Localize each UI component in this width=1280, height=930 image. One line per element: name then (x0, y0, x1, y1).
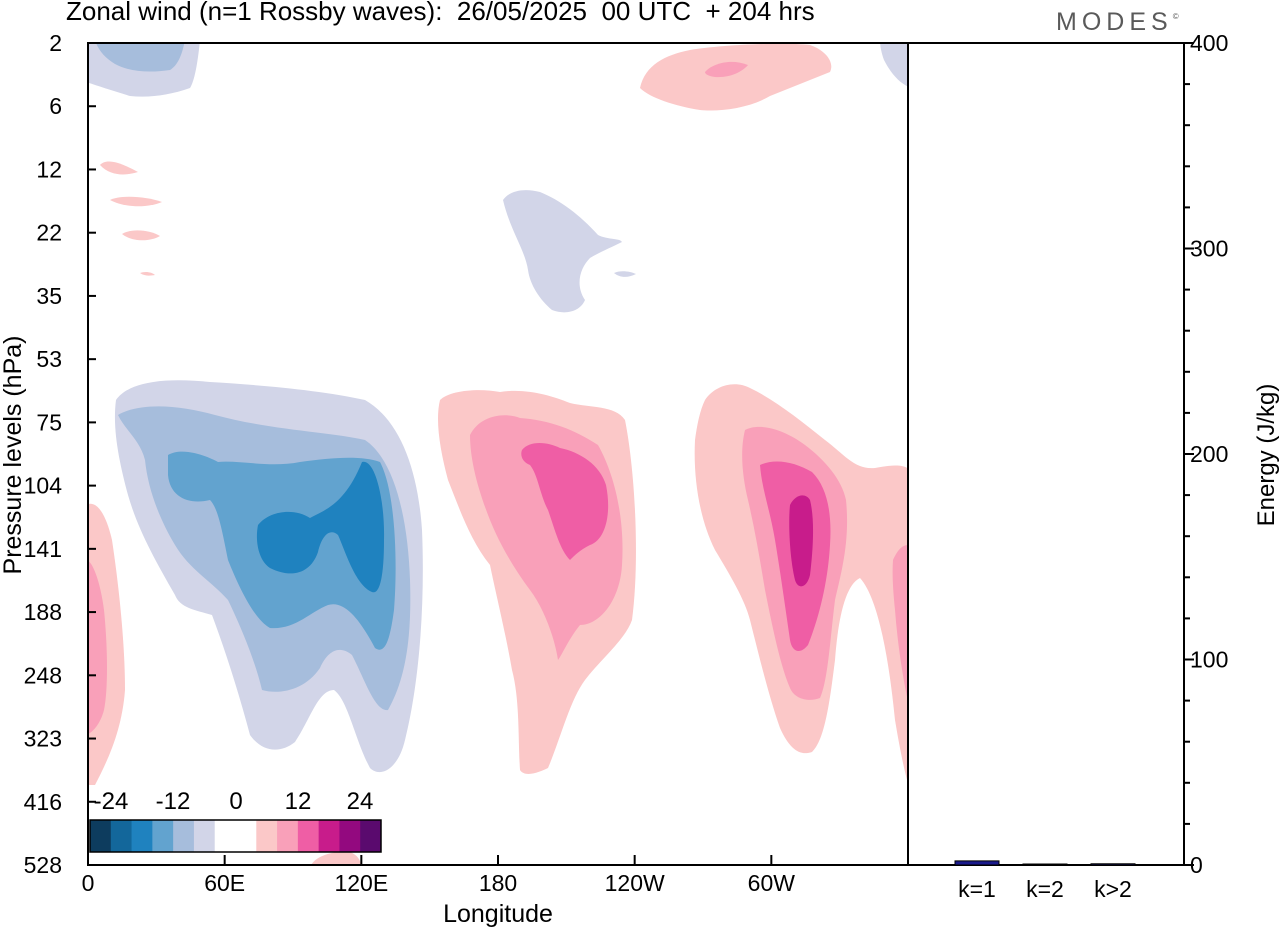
energy-tick-label: 400 (1190, 30, 1228, 56)
energy-axis: 0 100 200 300 400 (1184, 30, 1228, 878)
y-tick-label: 53 (36, 346, 62, 372)
x-tick-label: 120E (334, 870, 388, 896)
contour-pos-level2 (705, 61, 748, 78)
logo-mark: © (1172, 12, 1179, 21)
energy-category-label: k=1 (958, 876, 996, 902)
colorbar-swatch (110, 820, 132, 852)
negative-anomaly-west (114, 380, 423, 773)
energy-tick-label: 200 (1190, 441, 1228, 467)
y-axis-title: Pressure levels (hPa) (0, 336, 27, 575)
negative-anomaly-top-left (88, 43, 200, 97)
y-tick-label: 323 (24, 726, 62, 752)
colorbar-swatch (297, 820, 320, 852)
y-tick-label: 12 (36, 156, 62, 182)
energy-tick-label: 100 (1190, 647, 1228, 673)
streak (110, 196, 162, 207)
colorbar-swatch (360, 820, 382, 852)
negative-anomaly-top-right (880, 43, 908, 87)
colorbar-swatch (318, 820, 340, 852)
colorbar-swatch (90, 820, 112, 852)
colorbar-label: 0 (229, 788, 242, 815)
colorbar-swatch (256, 820, 278, 852)
y-tick-label: 141 (24, 536, 62, 562)
energy-category-label: k>2 (1094, 876, 1132, 902)
colorbar-swatch (235, 820, 257, 852)
x-tick-label: 120W (605, 870, 665, 896)
y-axis: 2 6 12 22 35 53 75 104 141 188 248 323 416 528 (24, 30, 96, 878)
contour-field (88, 43, 908, 865)
colorbar-swatch (277, 820, 299, 852)
positive-anomaly-dateline (437, 390, 636, 774)
contour-neg-level2 (96, 43, 185, 72)
colorbar-label: 24 (347, 788, 374, 815)
colorbar-labels: -24 -12 0 12 24 (94, 788, 374, 815)
energy-tick-label: 300 (1190, 236, 1228, 262)
negative-anomaly-small (614, 271, 636, 277)
x-tick-label: 180 (479, 870, 517, 896)
y-tick-label: 248 (24, 662, 62, 688)
y-tick-label: 416 (24, 789, 62, 815)
logo-text: MODES (1056, 8, 1173, 36)
x-axis: 0 60E 120E 180 120W 60W (82, 855, 796, 896)
x-tick-label: 60E (204, 870, 245, 896)
colorbar-swatch (131, 820, 153, 852)
negative-anomaly-stratosphere (503, 190, 622, 313)
y-tick-label: 528 (24, 852, 62, 878)
colorbar-swatch (193, 820, 216, 852)
colorbar-swatch (152, 820, 174, 852)
y-tick-label: 6 (49, 93, 62, 119)
modes-logo: MODES© (1056, 8, 1179, 37)
colorbar-swatch (173, 820, 195, 852)
streak (100, 161, 138, 175)
energy-tick-label: 0 (1190, 852, 1203, 878)
positive-streaks-upper-left (100, 161, 162, 276)
x-axis-title: Longitude (443, 900, 553, 928)
contour-pos-level1 (640, 43, 832, 111)
y-tick-label: 2 (49, 30, 62, 56)
y-tick-label: 75 (36, 409, 62, 435)
energy-plot-frame (907, 42, 1185, 866)
colorbar-swatch (214, 820, 236, 852)
energy-category-label: k=2 (1026, 876, 1064, 902)
y-tick-label: 104 (24, 473, 63, 499)
y-tick-label: 188 (24, 599, 62, 625)
contour-pos-level2 (88, 560, 107, 735)
colorbar-label: -12 (156, 788, 191, 815)
positive-anomaly-east (694, 384, 908, 784)
colorbar-frame (89, 819, 382, 853)
colorbar (89, 819, 382, 853)
x-tick-label: 60W (748, 870, 796, 896)
contour-pos-level3 (521, 443, 609, 560)
energy-axis-title: Energy (J/kg) (1253, 384, 1280, 527)
contour-neg-level4 (256, 461, 385, 593)
energy-bar (1022, 863, 1068, 866)
positive-anomaly-left-edge (88, 503, 125, 785)
positive-anomaly-top (640, 43, 832, 111)
y-tick-label: 22 (36, 220, 62, 246)
colorbar-label: -24 (94, 788, 129, 815)
positive-anomaly-right-edge (892, 545, 908, 702)
streak (122, 230, 160, 241)
colorbar-swatch (339, 820, 361, 852)
y-tick-label: 35 (36, 283, 62, 309)
x-tick-label: 0 (82, 870, 95, 896)
contour-pos-level4 (789, 495, 814, 587)
energy-bar (954, 860, 1000, 866)
streak (140, 271, 155, 276)
chart-title: Zonal wind (n=1 Rossby waves): 26/05/202… (66, 0, 815, 26)
energy-bars: k=1 k=2 k>2 (954, 860, 1136, 902)
colorbar-label: 12 (285, 788, 312, 815)
positive-anomaly-bottom (311, 851, 361, 865)
energy-bar (1090, 863, 1136, 866)
